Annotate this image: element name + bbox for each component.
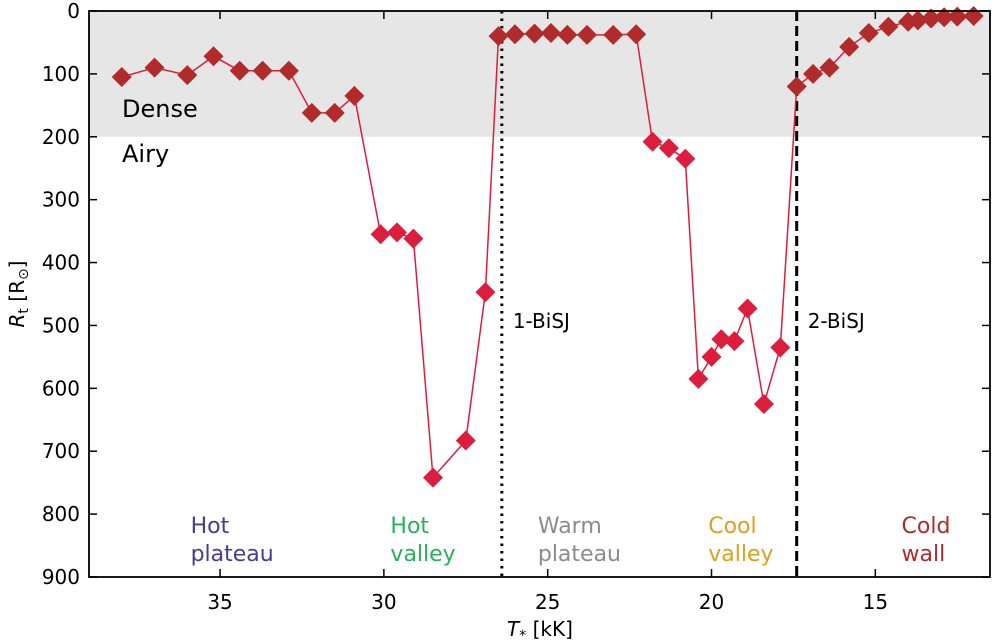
region-label-4-line2: valley — [708, 542, 773, 567]
region-label-2-line1: Hot — [390, 514, 429, 539]
data-point — [370, 224, 391, 245]
x-tick-label: 25 — [535, 590, 560, 614]
data-point — [455, 430, 476, 451]
data-point — [577, 24, 598, 45]
background-layer — [89, 11, 990, 577]
data-point — [144, 57, 165, 78]
data-point — [858, 23, 879, 44]
data-point — [642, 131, 663, 152]
y-tick-label: 100 — [42, 62, 80, 86]
annotation-layer: Dense Airy 1-BiSJ 2-BiSJ Hot plateau Hot vall… — [122, 95, 950, 567]
data-point — [475, 282, 496, 303]
y-tick-label: 400 — [42, 251, 80, 275]
markers-layer — [111, 6, 984, 488]
data-point — [229, 60, 250, 81]
data-point — [658, 138, 679, 159]
data-point — [301, 102, 322, 123]
series-line — [121, 15, 974, 480]
data-point — [557, 24, 578, 45]
y-tick-label: 200 — [42, 125, 80, 149]
region-label-4-line1: Cool — [708, 514, 756, 539]
data-point — [203, 46, 224, 67]
region-label-3-line2: plateau — [538, 542, 621, 567]
data-point — [488, 26, 509, 47]
data-point — [701, 346, 722, 367]
data-point — [111, 67, 132, 88]
data-point — [770, 337, 791, 358]
region-label-1-line1: Hot — [191, 514, 230, 539]
region-label-1-line2: plateau — [191, 542, 274, 567]
x-tick-label: 35 — [207, 590, 232, 614]
y-axis-label: Rt [R⊙] — [5, 260, 32, 327]
bisj-label-2: 2-BiSJ — [808, 309, 865, 333]
data-point — [626, 24, 647, 45]
region-label-5-line1: Cold — [902, 514, 951, 539]
bisj-label-1: 1-BiSJ — [513, 309, 570, 333]
series-line-layer — [121, 15, 974, 480]
y-tick-label: 500 — [42, 313, 80, 337]
data-point — [786, 76, 807, 97]
data-point — [907, 10, 928, 31]
y-tick-label: 600 — [42, 376, 80, 400]
plot-frame — [88, 10, 991, 578]
data-point — [252, 60, 273, 81]
data-point — [324, 102, 345, 123]
data-point — [803, 63, 824, 84]
region-label-5-line2: wall — [902, 542, 946, 567]
y-tick-label: 900 — [42, 565, 80, 589]
x-tick-label: 20 — [699, 590, 724, 614]
data-point — [724, 331, 745, 352]
y-tick-label: 0 — [67, 0, 80, 23]
data-point — [934, 7, 955, 28]
data-point — [344, 85, 365, 106]
data-point — [423, 467, 444, 488]
airy-label: Airy — [122, 140, 169, 168]
region-label-3-line1: Warm — [538, 514, 602, 539]
y-tick-label: 700 — [42, 439, 80, 463]
data-point — [603, 24, 624, 45]
y-tick-label: 800 — [42, 502, 80, 526]
data-point — [386, 222, 407, 243]
data-point — [540, 23, 561, 44]
data-point — [839, 36, 860, 57]
data-point — [278, 60, 299, 81]
x-tick-label: 30 — [371, 590, 396, 614]
data-point — [688, 368, 709, 389]
data-point — [921, 8, 942, 29]
data-point — [753, 394, 774, 415]
data-point — [878, 16, 899, 37]
y-tick-label: 300 — [42, 188, 80, 212]
axes-layer: 35 30 25 20 15 0 100 200 300 400 500 600 700 800 900 — [42, 0, 991, 614]
x-axis-label: T* [kK] — [507, 617, 573, 642]
x-tick-label: 15 — [863, 590, 888, 614]
region-label-2-line2: valley — [390, 542, 455, 567]
data-point — [403, 228, 424, 249]
data-point — [819, 57, 840, 78]
data-point — [675, 148, 696, 169]
data-point — [524, 23, 545, 44]
data-point — [711, 329, 732, 350]
dense-label: Dense — [122, 95, 198, 123]
data-point — [737, 298, 758, 319]
data-point — [504, 24, 525, 45]
data-point — [177, 65, 198, 86]
